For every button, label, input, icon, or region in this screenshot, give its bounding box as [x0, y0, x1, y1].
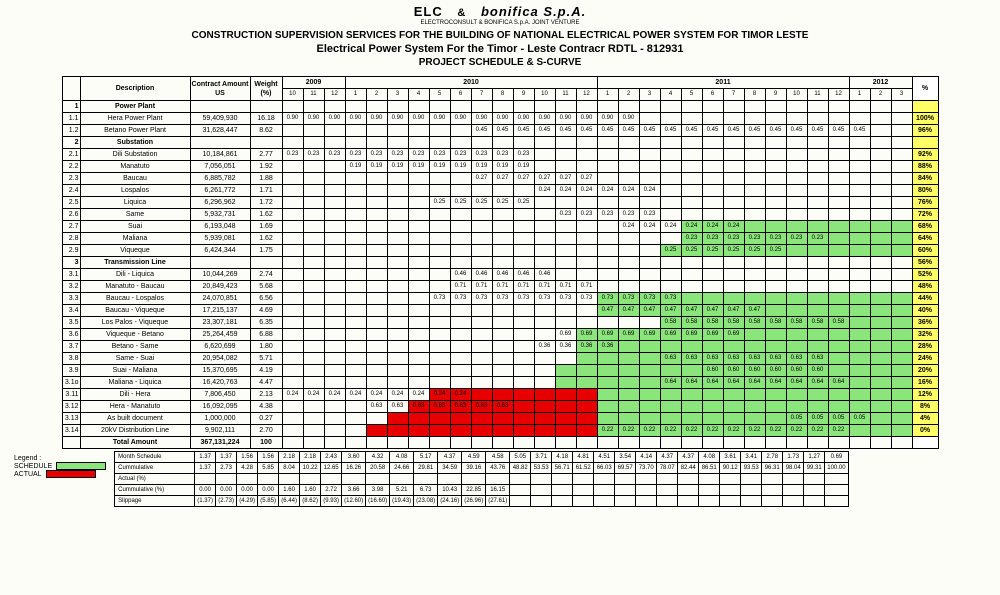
col-month: 4	[660, 89, 681, 101]
col-month: 7	[471, 89, 492, 101]
legend-actual-swatch	[46, 470, 96, 478]
table-row: 3Transmission Line56%	[62, 257, 938, 269]
legend-title: Legend :	[14, 455, 106, 462]
col-month: 1	[849, 89, 870, 101]
title-1: CONSTRUCTION SUPERVISION SERVICES FOR TH…	[0, 30, 1000, 41]
table-row: 2.6Same5,932,7311.620.230.230.230.230.23…	[62, 209, 938, 221]
schedule-table: DescriptionContract Amount USWeight (%)2…	[62, 76, 939, 449]
table-row: 2.3Baucau6,885,7821.880.270.270.270.270.…	[62, 173, 938, 185]
summary-table: Month Schedule1.371.371.561.562.182.182.…	[114, 451, 848, 507]
table-row: 3.13As built document1,000,0000.270.050.…	[62, 413, 938, 425]
col-month: 8	[492, 89, 513, 101]
summary-row: Month Schedule1.371.371.561.562.182.182.…	[115, 452, 848, 463]
col-month: 11	[303, 89, 324, 101]
col-month: 10	[534, 89, 555, 101]
col-month: 8	[744, 89, 765, 101]
table-row: 3.1oMaliana - Liquica16,420,7634.470.640…	[62, 377, 938, 389]
logo-right: bonifica S.p.A.	[481, 4, 586, 19]
table-row: 3.3Baucau - Lospalos24,070,8516.560.730.…	[62, 293, 938, 305]
table-row: 3.9Suai - Maliana15,370,6954.190.600.600…	[62, 365, 938, 377]
summary-row: Cummulative (%)0.000.000.000.001.601.602…	[115, 485, 848, 496]
table-row: 3.7Betano - Same6,620,6991.800.360.360.3…	[62, 341, 938, 353]
col-month: 11	[555, 89, 576, 101]
table-row: 2.2Manatuto7,056,0511.920.190.190.190.19…	[62, 161, 938, 173]
col-description: Description	[80, 77, 190, 101]
table-row: 1.1Hera Power Plant59,409,93016.180.900.…	[62, 113, 938, 125]
col-year: 2011	[597, 77, 849, 89]
col-year: 2009	[282, 77, 345, 89]
col-month: 3	[639, 89, 660, 101]
col-month: 11	[807, 89, 828, 101]
title-3: PROJECT SCHEDULE & S-CURVE	[0, 57, 1000, 68]
table-row: 2Substation	[62, 137, 938, 149]
col-month: 1	[597, 89, 618, 101]
table-row: 3.6Viqueque - Betano25,264,4596.880.690.…	[62, 329, 938, 341]
table-row: 2.9Viqueque6,424,3441.750.250.250.250.25…	[62, 245, 938, 257]
col-month: 9	[513, 89, 534, 101]
col-month: 10	[282, 89, 303, 101]
col-year: 2010	[345, 77, 597, 89]
col-month: 7	[723, 89, 744, 101]
logos: ELC & bonifica S.p.A.	[0, 4, 1000, 19]
summary-row: Actual (%)	[115, 474, 848, 485]
col-month: 1	[345, 89, 366, 101]
table-row: 3.12Hera - Manatuto16,092,0954.380.630.6…	[62, 401, 938, 413]
table-row: 1Power Plant	[62, 101, 938, 113]
table-row: 3.4Baucau - Viqueque17,215,1374.690.470.…	[62, 305, 938, 317]
logo-left: ELC	[414, 4, 443, 19]
col-month: 12	[828, 89, 849, 101]
col-pct: %	[912, 77, 938, 101]
table-row: 3.8Same - Suai20,954,0825.710.630.630.63…	[62, 353, 938, 365]
jv-line: ELECTROCONSULT & BONIFICA S.p.A. JOINT V…	[0, 20, 1000, 26]
table-row: 3.1420kV Distribution Line9,902,1112.700…	[62, 425, 938, 437]
table-row: 2.5Liquica6,296,9621.720.250.250.250.250…	[62, 197, 938, 209]
col-month: 12	[576, 89, 597, 101]
col-amount: Contract Amount US	[190, 77, 250, 101]
table-row: 3.2Manatuto - Baucau20,849,4235.680.710.…	[62, 281, 938, 293]
col-month: 2	[618, 89, 639, 101]
col-month: 10	[786, 89, 807, 101]
legend: Legend : SCHEDULE ACTUAL	[14, 455, 106, 478]
col-month: 5	[681, 89, 702, 101]
col-month: 6	[450, 89, 471, 101]
col-month: 5	[429, 89, 450, 101]
col-month: 4	[408, 89, 429, 101]
header: ELC & bonifica S.p.A. ELECTROCONSULT & B…	[0, 0, 1000, 70]
col-month: 2	[366, 89, 387, 101]
table-row: 1.2Betano Power Plant31,628,4478.620.450…	[62, 125, 938, 137]
col-year: 2012	[849, 77, 912, 89]
col-month: 3	[387, 89, 408, 101]
summary-row: Cummulative1.372.734.285.858.0410.2212.6…	[115, 463, 848, 474]
col-month: 2	[870, 89, 891, 101]
table-row: 2.8Maliana5,939,0811.620.230.230.230.230…	[62, 233, 938, 245]
col-weight: Weight (%)	[250, 77, 282, 101]
title-2: Electrical Power System For the Timor - …	[0, 43, 1000, 55]
table-row: 3.11Dili - Hera7,806,4502.130.240.240.24…	[62, 389, 938, 401]
col-month: 12	[324, 89, 345, 101]
table-row: 2.4Lospalos6,261,7721.710.240.240.240.24…	[62, 185, 938, 197]
table-row: 3.1Dili - Liquica10,044,2692.740.460.460…	[62, 269, 938, 281]
legend-schedule: SCHEDULE	[14, 463, 52, 470]
summary-row: Slippage(1.37)(2.73)(4.29)(5.85)(6.44)(8…	[115, 496, 848, 507]
amp: &	[457, 7, 466, 19]
table-row: 3.5Los Palos - Viqueque23,307,1816.350.5…	[62, 317, 938, 329]
legend-schedule-swatch	[56, 462, 106, 470]
table-row: 2.7Suai6,193,0481.690.240.240.240.240.24…	[62, 221, 938, 233]
col-month: 3	[891, 89, 912, 101]
col-month: 6	[702, 89, 723, 101]
legend-actual: ACTUAL	[14, 471, 42, 478]
table-row: 2.1Dili Substation10,184,8612.770.230.23…	[62, 149, 938, 161]
col-month: 9	[765, 89, 786, 101]
